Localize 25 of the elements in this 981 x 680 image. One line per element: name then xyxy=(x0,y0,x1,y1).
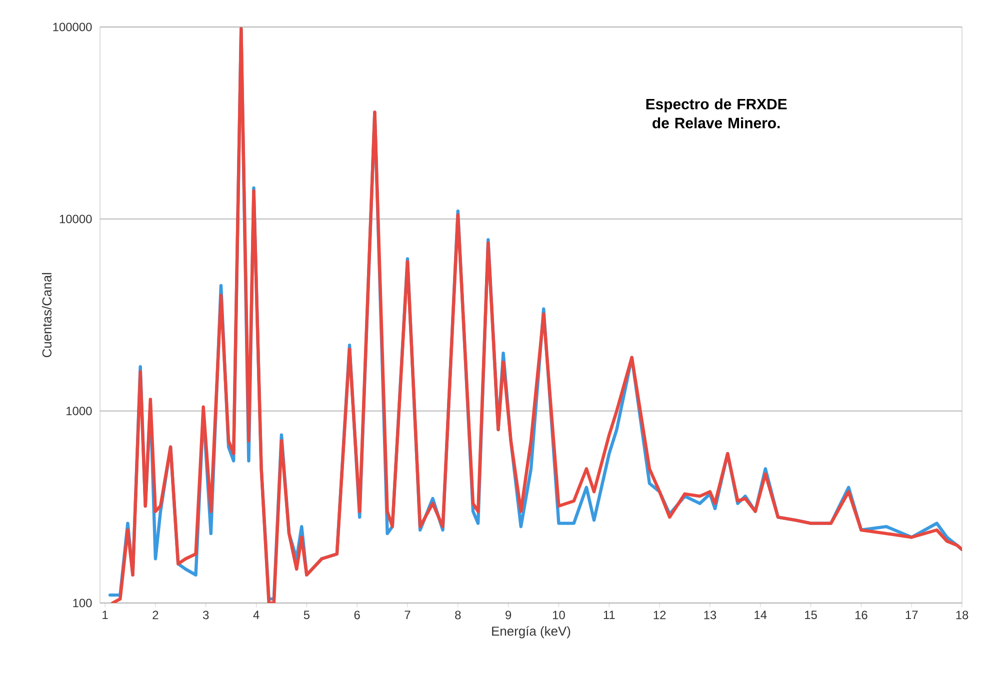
x-tick-label: 4 xyxy=(253,610,260,619)
x-tick-label: 1 xyxy=(102,610,108,619)
x-axis-title: Energía (keV) xyxy=(492,626,570,638)
x-tick-label: 16 xyxy=(855,610,868,620)
x-tick-label: 7 xyxy=(404,610,410,619)
x-tick-label: 3 xyxy=(202,610,209,620)
x-tick-label: 18 xyxy=(956,610,968,620)
x-tick-label: 14 xyxy=(754,610,767,619)
x-tick-label: 8 xyxy=(455,610,461,620)
annotation: Espectro de FRXDE de Relave Minero. xyxy=(646,98,787,128)
x-tick-label: 13 xyxy=(704,610,716,620)
y-tick-label: 10000 xyxy=(60,214,92,224)
x-tick-label: 9 xyxy=(506,610,512,620)
x-tick-label: 6 xyxy=(354,610,360,620)
x-tick-label: 15 xyxy=(805,610,817,620)
x-tick-label: 17 xyxy=(906,610,918,619)
x-tick-label: 12 xyxy=(654,610,666,620)
x-tick-label: 10 xyxy=(552,610,565,620)
y-tick-label: 100 xyxy=(73,598,92,608)
x-tick-label: 2 xyxy=(152,610,158,620)
y-tick-label: 1000 xyxy=(66,406,92,416)
x-tick-label: 11 xyxy=(604,610,615,619)
y-axis-title: Cuentas/Canal xyxy=(42,273,52,358)
y-tick-label: 100000 xyxy=(53,22,92,32)
x-tick-label: 5 xyxy=(304,610,310,620)
